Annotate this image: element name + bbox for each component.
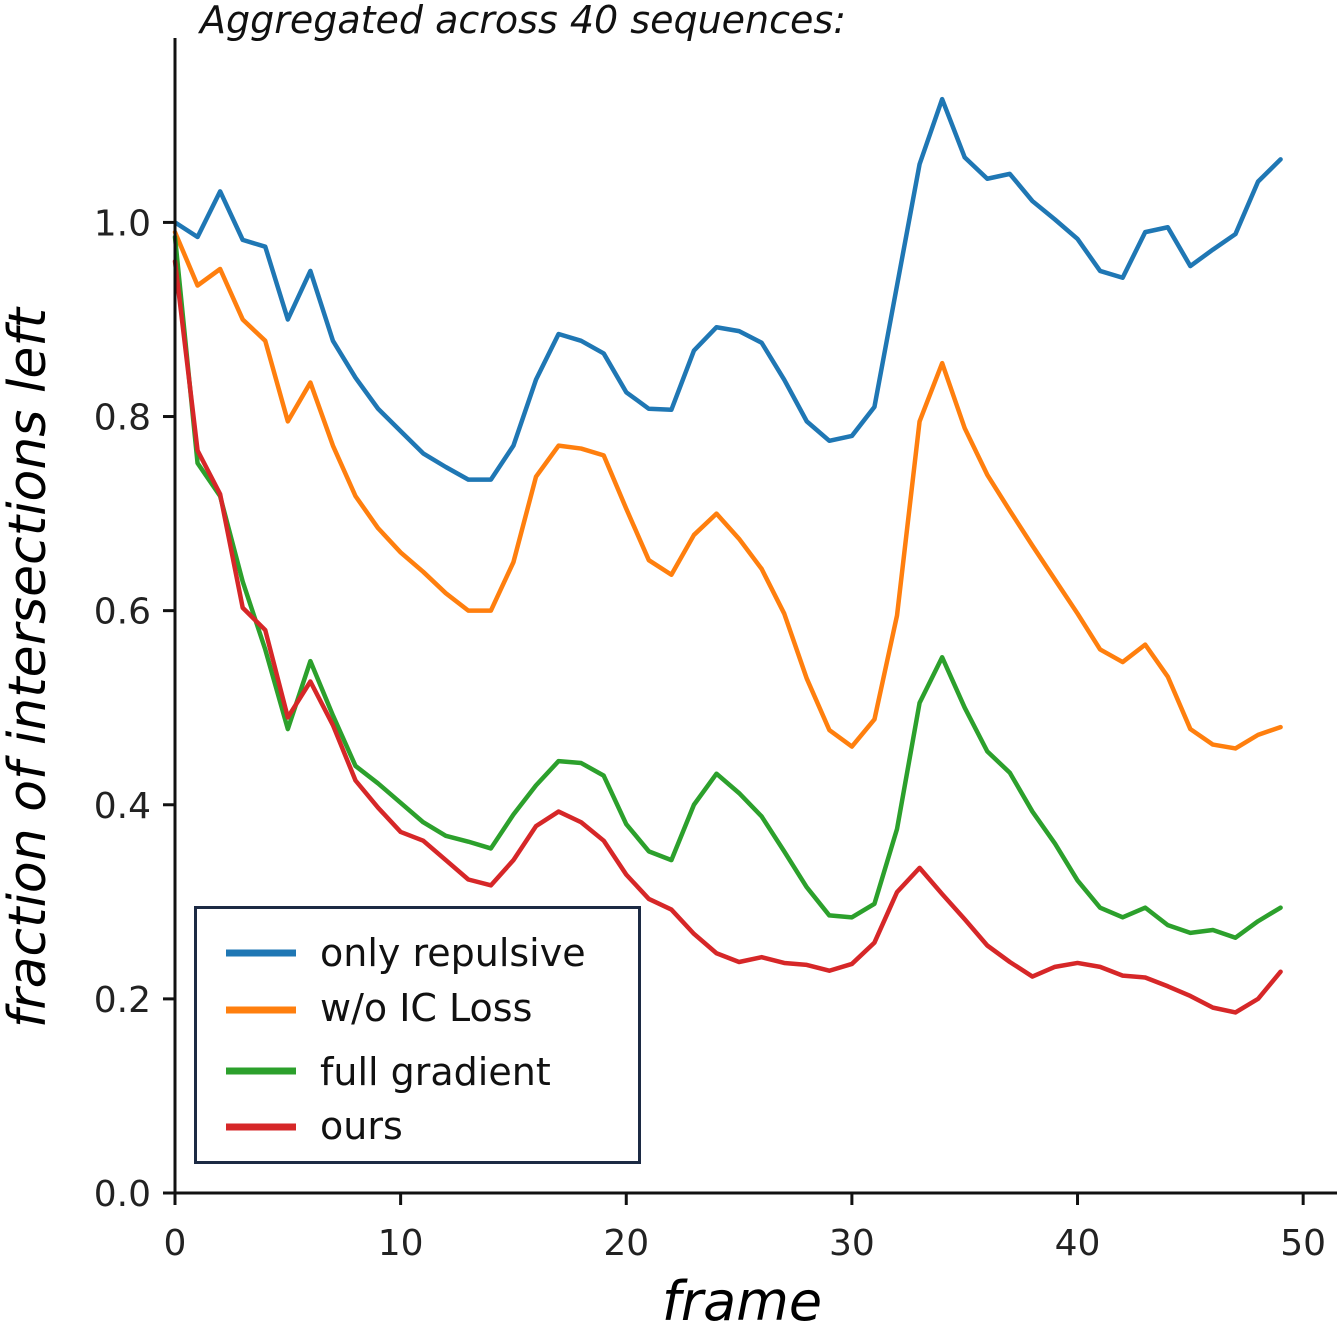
y-tick-label: 0.8 (94, 398, 151, 439)
x-tick-label: 10 (378, 1223, 424, 1264)
y-axis-title: fraction of intersections left (0, 306, 58, 1028)
x-tick-label: 40 (1055, 1223, 1101, 1264)
y-tick-label: 1.0 (94, 203, 151, 244)
y-tick-label: 0.0 (94, 1174, 151, 1215)
x-axis-title: frame (662, 1270, 822, 1323)
x-tick-label: 50 (1280, 1223, 1326, 1264)
ticks-layer: 0 10 20 30 40 50 0.0 0.2 0.4 0.6 0.8 1.0 (94, 203, 1326, 1264)
y-tick-label: 0.2 (94, 980, 151, 1021)
x-tick-label: 30 (829, 1223, 875, 1264)
legend-label-ours: ours (320, 1104, 403, 1148)
series-layer (172, 96, 1283, 1015)
legend-label-only-repulsive: only repulsive (320, 931, 586, 975)
legend: only repulsive w/o IC Loss full gradient… (194, 906, 641, 1164)
y-tick-label: 0.6 (94, 592, 151, 633)
series-line-ours (172, 258, 1283, 1015)
chart-title: Aggregated across 40 sequences: (197, 0, 846, 42)
y-tick-label: 0.4 (94, 786, 151, 827)
x-tick-label: 20 (603, 1223, 649, 1264)
series-line-only-repulsive (172, 96, 1283, 482)
legend-label-wo-ic-loss: w/o IC Loss (320, 986, 532, 1030)
series-line-w-o-ic-loss (172, 229, 1283, 751)
series-line-full-gradient (172, 234, 1283, 940)
legend-label-full-gradient: full gradient (320, 1050, 551, 1094)
axes-layer (173, 38, 1337, 1195)
x-tick-label: 0 (164, 1223, 187, 1264)
